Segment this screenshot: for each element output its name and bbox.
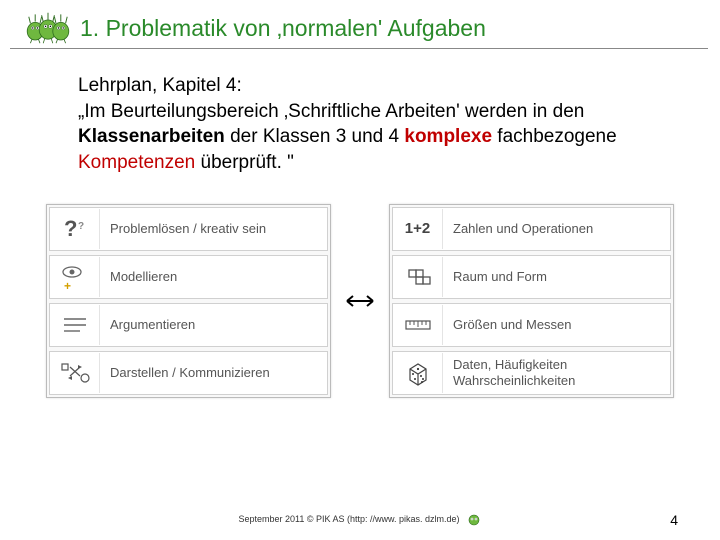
connector-arrow-icon [345, 292, 375, 310]
header: 1. Problematik von ‚normalen' Aufgaben [10, 0, 708, 49]
slide: 1. Problematik von ‚normalen' Aufgaben L… [0, 0, 720, 540]
row-label: Argumentieren [100, 313, 205, 337]
table-row: Raum und Form [392, 255, 671, 299]
svg-text:?: ? [78, 221, 84, 232]
bold-komplexe: komplexe [404, 126, 492, 147]
dice-icon [393, 353, 443, 393]
footer-text: September 2011 © PIK AS (http: //www. pi… [238, 514, 459, 524]
ruler-icon [393, 305, 443, 345]
quote-open: „Im Beurteilungsbereich ‚Schriftliche Ar… [78, 101, 584, 122]
body-text: Lehrplan, Kapitel 4: „Im Beurteilungsber… [0, 49, 720, 176]
squares-icon [393, 257, 443, 297]
svg-text:?: ? [64, 216, 77, 241]
mid1: der Klassen 3 und 4 [225, 126, 405, 147]
process-competences-table: ?? Problemlösen / kreativ sein + Modelli… [46, 204, 331, 398]
row-label: Zahlen und Operationen [443, 217, 603, 241]
exchange-icon [50, 353, 100, 393]
content-competences-table: 1+2 Zahlen und Operationen Raum und Form [389, 204, 674, 398]
table-row: Argumentieren [49, 303, 328, 347]
numbers-icon: 1+2 [393, 209, 443, 249]
eye-plus-icon: + [50, 257, 100, 297]
body-line1: Lehrplan, Kapitel 4: [78, 75, 242, 96]
lines-icon [50, 305, 100, 345]
table-row: Größen und Messen [392, 303, 671, 347]
table-row: Darstellen / Kommunizieren [49, 351, 328, 395]
table-row: ?? Problemlösen / kreativ sein [49, 207, 328, 251]
quote-end: überprüft. " [195, 152, 294, 173]
table-row: 1+2 Zahlen und Operationen [392, 207, 671, 251]
row-label: Modellieren [100, 265, 187, 289]
bold-klassenarbeiten: Klassenarbeiten [78, 126, 225, 147]
footer: September 2011 © PIK AS (http: //www. pi… [0, 512, 720, 526]
row-label: Daten, Häufigkeiten Wahrscheinlichkeiten [443, 353, 670, 392]
row-label: Problemlösen / kreativ sein [100, 217, 276, 241]
slide-title: 1. Problematik von ‚normalen' Aufgaben [80, 15, 486, 42]
svg-text:+: + [64, 279, 71, 292]
competence-tables: ?? Problemlösen / kreativ sein + Modelli… [46, 204, 674, 398]
table-row: Daten, Häufigkeiten Wahrscheinlichkeiten [392, 351, 671, 395]
table-row: + Modellieren [49, 255, 328, 299]
row-label: Größen und Messen [443, 313, 582, 337]
question-icon: ?? [50, 209, 100, 249]
mascot-icon [24, 12, 72, 44]
footer-mascot-icon [466, 512, 482, 526]
mid2: fachbezogene [492, 126, 617, 147]
red-kompetenzen: Kompetenzen [78, 152, 195, 173]
row-label: Raum und Form [443, 265, 557, 289]
row-label: Darstellen / Kommunizieren [100, 361, 280, 385]
page-number: 4 [670, 512, 678, 528]
